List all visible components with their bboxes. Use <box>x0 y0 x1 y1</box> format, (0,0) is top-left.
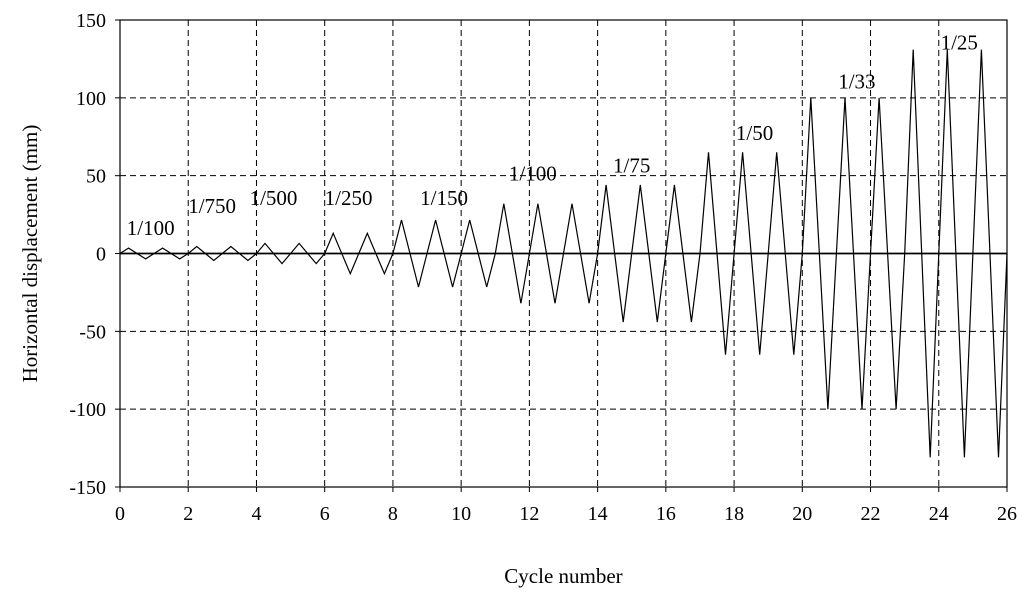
drift-ratio-label: 1/150 <box>420 186 468 210</box>
drift-ratio-label: 1/25 <box>941 31 978 55</box>
drift-ratio-label: 1/100 <box>127 216 175 240</box>
x-tick-label: 2 <box>183 503 193 525</box>
x-tick-label: 4 <box>251 503 261 525</box>
y-tick-label: 0 <box>96 244 106 266</box>
y-tick-label: -50 <box>79 321 106 343</box>
series-layer <box>119 49 1008 458</box>
x-tick-label: 0 <box>115 503 125 525</box>
drift-ratio-label: 1/50 <box>736 121 773 145</box>
drift-ratio-label: 1/500 <box>250 186 298 210</box>
x-tick-label: 14 <box>588 503 608 525</box>
y-tick-label: 100 <box>76 88 106 110</box>
x-tick-label: 8 <box>388 503 398 525</box>
drift-ratio-label: 1/75 <box>613 154 650 178</box>
x-tick-label: 20 <box>792 503 812 525</box>
x-axis-title: Cycle number <box>504 564 622 588</box>
displacement-series-line <box>119 49 1008 458</box>
x-tick-label: 12 <box>519 503 539 525</box>
x-tick-label: 10 <box>451 503 471 525</box>
y-tick-label: 50 <box>86 166 106 188</box>
drift-ratio-annotations: 1/100 1/750 1/500 1/250 1/150 1/100 1/75 1/50 1/… <box>127 31 978 240</box>
tick-labels: 0 2 4 6 8 10 12 14 16 18 20 22 24 26150100500-50-100-… <box>69 10 1017 525</box>
drift-ratio-label: 1/100 <box>509 161 557 185</box>
x-tick-label: 26 <box>997 503 1017 525</box>
y-tick-label: -100 <box>69 399 106 421</box>
y-tick-label: -150 <box>69 477 106 499</box>
y-tick-label: 150 <box>76 10 106 32</box>
drift-ratio-label: 1/250 <box>325 186 373 210</box>
y-axis-title: Horizontal displacement (mm) <box>18 125 42 383</box>
drift-ratio-label: 1/750 <box>188 194 236 218</box>
x-tick-label: 6 <box>320 503 330 525</box>
x-tick-label: 22 <box>861 503 881 525</box>
drift-ratio-label: 1/33 <box>838 69 875 93</box>
x-tick-label: 24 <box>929 503 949 525</box>
x-tick-label: 18 <box>724 503 744 525</box>
x-tick-label: 16 <box>656 503 676 525</box>
